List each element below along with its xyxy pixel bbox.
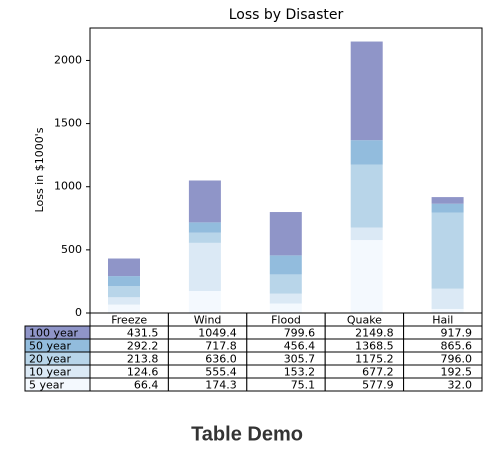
y-tick-label: 0 [75,306,82,319]
bar-segment [269,255,302,275]
table-cell-text: 717.8 [205,340,237,353]
table-cell-text: 213.8 [127,353,159,366]
bar-segment [269,212,302,256]
bar-segment [350,164,383,228]
table-cell-text: 865.6 [441,340,473,353]
bar-segment [188,290,221,313]
table-cell [403,377,483,392]
table-cell-text: 66.4 [134,379,159,392]
table-cell-text: 456.4 [284,340,316,353]
table-cell-text: 2149.8 [355,327,394,340]
table-cell-text: 153.2 [284,366,316,379]
bar-segment [108,286,140,298]
table-header: Hail [432,314,453,327]
table-cell-text: 577.9 [362,379,394,392]
table-row-label: 100 year [29,327,79,340]
table-cell-text: 555.4 [205,366,237,379]
table-cell-text: 192.5 [441,366,473,379]
table-header: Wind [194,314,222,327]
bar-segment [269,274,302,294]
table-cell-text: 799.6 [284,327,316,340]
table-cell-text: 431.5 [127,327,159,340]
bar-segment [269,303,302,313]
table-row-label: 5 year [29,379,65,392]
y-tick-label: 1000 [54,180,82,193]
table-cell-text: 1368.5 [355,340,394,353]
bar-segment [350,240,383,313]
bar-segment [350,227,383,241]
chart-title: Loss by Disaster [229,7,344,23]
bar-segment [188,222,221,233]
table-cell-text: 292.2 [127,340,159,353]
bar-segment [108,297,140,305]
table-header: Freeze [111,314,147,327]
table-cell-text: 124.6 [127,366,159,379]
bar-segment [431,197,464,204]
table-cell-text: 1175.2 [355,353,394,366]
page-heading: Table Demo [191,423,303,445]
bar-segment [269,293,302,304]
bar-segment [108,258,140,277]
table-cell-text: 32.0 [448,379,473,392]
bar-segment [431,212,464,289]
bar-segment [188,242,221,291]
bar-segment [188,232,221,243]
table-row-label: 10 year [29,366,72,379]
bar-segment [431,203,464,213]
bar-segment [431,288,464,309]
table-cell-text: 917.9 [441,327,473,340]
table-cell-text: 1049.4 [198,327,237,340]
table-cell-text: 75.1 [291,379,316,392]
table-row-label: 20 year [29,353,72,366]
bar-segment [431,308,464,313]
table-cell-text: 677.2 [362,366,394,379]
bar-segment [188,180,221,223]
bar-segment [350,41,383,141]
bar-segment [108,304,140,313]
y-tick-label: 1500 [54,117,82,130]
table-header: Quake [347,314,382,327]
table-cell-text: 174.3 [205,379,237,392]
table-header: Flood [271,314,301,327]
bar-segment [108,276,140,287]
y-axis-label: Loss in $1000's [33,127,46,212]
table-row-label: 50 year [29,340,72,353]
bar-segment [350,140,383,165]
y-tick-label: 2000 [54,53,82,66]
table-cell-text: 636.0 [205,353,237,366]
table-cell-text: 305.7 [284,353,316,366]
table-cell-text: 796.0 [441,353,473,366]
y-tick-label: 500 [61,243,82,256]
